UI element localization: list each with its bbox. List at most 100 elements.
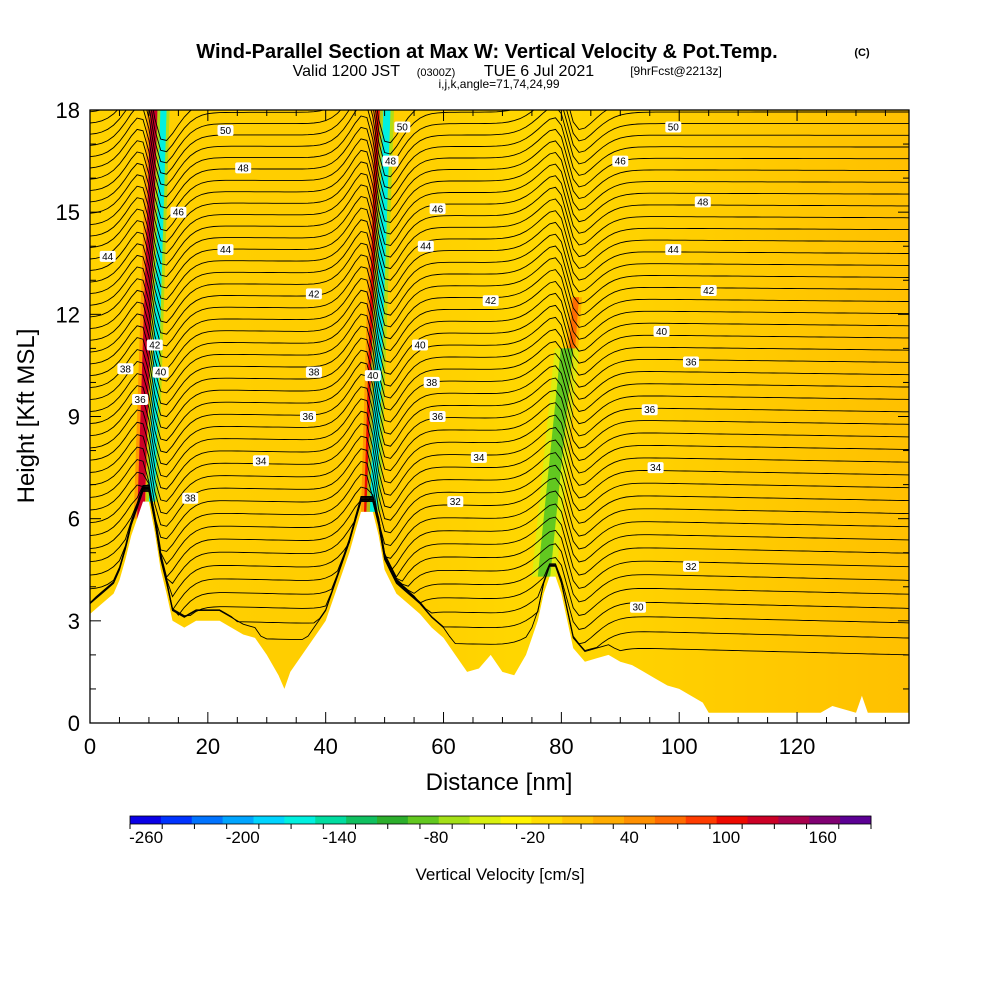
- isentrope-label: 34: [650, 463, 662, 474]
- isentrope-label: 50: [220, 126, 232, 137]
- isentrope-label: 44: [668, 245, 680, 256]
- colorbar-swatch: [778, 816, 810, 824]
- isentrope-label: 46: [173, 208, 185, 219]
- isentrope-label-bg: [694, 196, 711, 208]
- x-tick-label: 80: [549, 734, 573, 759]
- isentrope-line: [90, 289, 909, 375]
- isentrope-label: 36: [432, 412, 444, 423]
- colorbar-swatch: [438, 816, 471, 824]
- y-tick-label: 12: [56, 302, 80, 327]
- isentrope-label-bg: [647, 462, 664, 474]
- isentrope-label-bg: [665, 121, 682, 133]
- y-tick-label: 6: [68, 507, 80, 532]
- colorbar-tick-label: 160: [808, 828, 836, 847]
- isentrope-line: [90, 325, 909, 411]
- isentrope-label: 36: [644, 405, 656, 416]
- isentrope-label: 32: [450, 497, 462, 508]
- isentrope-label-bg: [99, 250, 116, 262]
- isentrope-line: [90, 446, 909, 534]
- colorbar-swatch: [562, 816, 594, 824]
- colorbar-swatch: [377, 816, 409, 824]
- isentrope-label: 38: [426, 378, 438, 389]
- isentrope-line: [90, 373, 909, 459]
- isentrope-line: [90, 459, 909, 547]
- velocity-feature-downdraft-5: [537, 348, 574, 577]
- x-tick-label: 100: [661, 734, 698, 759]
- x-axis: 0 20 40 60 80 100 120: [84, 110, 886, 759]
- y-tick-label: 18: [56, 98, 80, 123]
- colorbar-tick-label: -200: [226, 828, 260, 847]
- isentrope-label: 48: [697, 197, 709, 208]
- isentrope-line: [90, 149, 909, 235]
- isentrope-label-bg: [170, 206, 187, 218]
- isentrope-label-bg: [429, 411, 446, 422]
- isentrope-lines: [90, 110, 909, 656]
- isentrope-line: [90, 337, 909, 423]
- colorbar-swatch: [130, 816, 162, 824]
- x-axis-label: Distance [nm]: [426, 769, 573, 796]
- terrain: [90, 501, 909, 723]
- colorbar-swatch: [716, 816, 748, 824]
- chart-title: Wind-Parallel Section at Max W: Vertical…: [196, 41, 777, 63]
- grid-indices: i,j,k,angle=71,74,24,99: [438, 77, 559, 91]
- isentrope-label-bg: [417, 240, 434, 252]
- isentrope-label: 42: [485, 296, 497, 307]
- isentrope-line: [90, 409, 909, 496]
- isentrope-label-bg: [447, 496, 464, 508]
- valid-time-prefix: Valid 1200 JST: [293, 63, 401, 80]
- isentrope-line: [90, 471, 909, 559]
- forecast-info: [9hrFcst@2213z]: [630, 64, 722, 78]
- isentrope-line: [90, 254, 909, 340]
- isentrope-label-bg: [653, 325, 670, 337]
- isentrope-label: 40: [414, 341, 426, 352]
- isentrope-label: 40: [155, 368, 167, 379]
- isentrope-label-bg: [235, 162, 252, 174]
- isentrope-label: 40: [656, 327, 668, 338]
- isentrope-label: 30: [632, 603, 644, 614]
- colorbar-tick-label: -140: [322, 828, 356, 847]
- isentrope-line: [90, 490, 909, 656]
- y-tick-label: 9: [68, 405, 80, 430]
- colorbar-swatch: [160, 816, 193, 824]
- isentrope-line: [90, 487, 909, 617]
- colorbar-swatch: [840, 816, 872, 824]
- y-tick-label: 0: [68, 711, 80, 736]
- colorbar-label: Vertical Velocity [cm/s]: [415, 865, 584, 884]
- isentrope-line: [90, 485, 909, 579]
- isentrope-label: 36: [685, 358, 697, 369]
- isentrope-label: 38: [185, 494, 197, 505]
- isentrope-label: 48: [238, 163, 250, 174]
- isentrope-label-bg: [683, 560, 699, 572]
- isentrope-label-bg: [300, 411, 316, 422]
- isentrope-line: [90, 488, 909, 631]
- isentrope-line: [90, 489, 909, 645]
- isentrope-line: [90, 385, 909, 472]
- y-axis-label: Height [Kft MSL]: [13, 329, 40, 504]
- colorbar-swatch: [346, 816, 378, 824]
- isentrope-label-bg: [412, 339, 428, 351]
- isentrope-line: [90, 397, 909, 484]
- isentrope-line: [90, 126, 909, 212]
- colorbar-swatch: [685, 816, 718, 824]
- isentrope-label-bg: [394, 121, 411, 133]
- isentrope-label-bg: [429, 203, 446, 215]
- colorbar-swatch: [315, 816, 347, 824]
- colorbar-swatch: [469, 816, 501, 824]
- isentrope-line: [90, 277, 909, 363]
- isentrope-line: [90, 490, 909, 652]
- colorbar-swatch: [407, 816, 440, 824]
- isentrope-label: 46: [432, 204, 444, 215]
- isentrope-label: 44: [102, 252, 114, 263]
- isentrope-label: 34: [473, 453, 485, 464]
- isentrope-line: [90, 115, 909, 201]
- isentrope-label: 50: [397, 123, 409, 134]
- plot-background: [90, 110, 909, 723]
- isentrope-label-bg: [305, 366, 322, 378]
- isentrope-line: [90, 360, 909, 447]
- isentrope-label: 42: [149, 341, 161, 352]
- isentrope-line: [90, 434, 909, 521]
- isentrope-line: [90, 349, 909, 435]
